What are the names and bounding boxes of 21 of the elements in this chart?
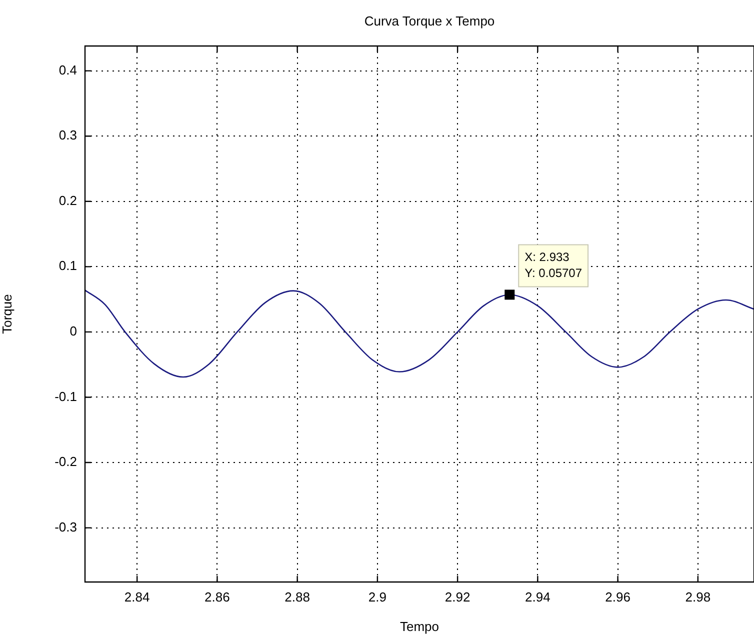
x-tick-label: 2.9	[368, 589, 386, 604]
chart-title: Curva Torque x Tempo	[364, 14, 495, 29]
x-tick-label: 2.92	[444, 589, 470, 604]
x-tick-label: 2.88	[284, 589, 310, 604]
x-tick-label: 2.96	[605, 589, 630, 604]
x-tick-label: 2.84	[124, 589, 150, 604]
y-tick-label: -0.2	[54, 454, 77, 470]
x-tick-label: 2.86	[204, 589, 230, 604]
x-tick-label: 2.98	[685, 589, 711, 604]
y-tick-label: 0.2	[58, 192, 77, 208]
y-tick-label: 0.1	[58, 258, 77, 274]
y-tick-label: -0.1	[54, 388, 77, 404]
y-tick-label: 0.3	[58, 128, 77, 143]
y-tick-label: -0.3	[54, 519, 77, 534]
x-axis-title: Tempo	[400, 618, 440, 634]
y-tick-label: 0.4	[58, 62, 77, 78]
y-tick-label: 0	[70, 324, 77, 339]
line-series	[85, 290, 754, 378]
x-tick-label: 2.94	[525, 589, 550, 604]
annotation: X: 2.933 Y: 0.05707	[524, 250, 582, 280]
y-axis-title: Torque	[0, 294, 14, 334]
